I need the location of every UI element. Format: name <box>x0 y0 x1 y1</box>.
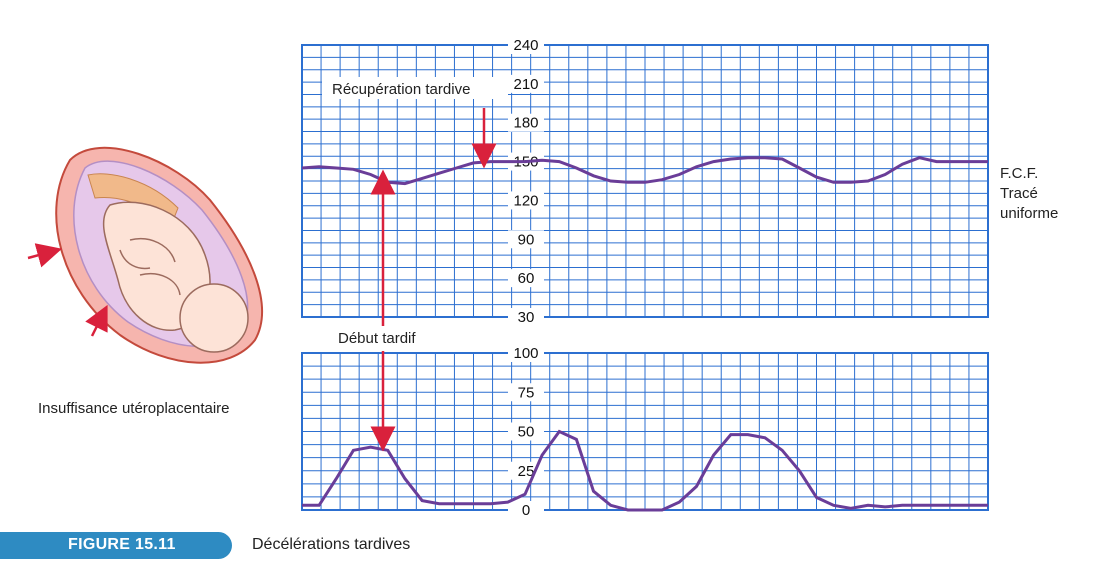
pressure-arrow-left <box>27 243 63 268</box>
fhr-tick-label: 180 <box>513 115 538 132</box>
fhr-tick-label: 60 <box>518 270 535 287</box>
contraction-tick-label: 25 <box>518 463 535 480</box>
contraction-trace <box>302 429 988 512</box>
contraction-tick-bg <box>508 422 544 441</box>
pressure-arrow-bottom <box>85 304 108 337</box>
fetus-uterus-illustration <box>27 146 264 364</box>
fhr-tick-bg <box>508 230 544 249</box>
fhr-trace <box>301 156 988 186</box>
contraction-tick-label: 0 <box>522 502 530 519</box>
fhr-tick-bg <box>508 308 544 326</box>
figure-number: FIGURE 15.11 <box>68 536 176 553</box>
fetus-body <box>102 201 211 331</box>
recovery-label: Récupération tardive <box>332 81 470 98</box>
contraction-tick-label: 100 <box>513 345 538 362</box>
fhr-tick-label: 240 <box>513 37 538 54</box>
fhr-tick-label: 210 <box>513 76 538 93</box>
onset-label-bg <box>328 327 448 349</box>
figure-title: Décélérations tardives <box>252 536 411 553</box>
fhr-label-line2: Tracé <box>1000 185 1038 202</box>
fhr-label-line1: F.C.F. <box>1000 165 1038 182</box>
contraction-tick-bg <box>508 383 544 402</box>
caption-badge <box>0 532 232 559</box>
fhr-tick-bg <box>508 269 544 288</box>
contraction-grid <box>301 352 989 511</box>
fhr-tick-label: 30 <box>518 309 535 326</box>
contraction-tick-label: 50 <box>518 424 535 441</box>
recovery-label-bg <box>322 77 508 99</box>
illustration-label: Insuffisance utéroplacentaire <box>38 400 230 417</box>
contraction-tick-bg <box>508 461 544 480</box>
fhr-tick-bg <box>508 113 544 132</box>
contraction-tick-label: 75 <box>518 384 535 401</box>
fetus-head <box>179 283 249 353</box>
contraction-tick-bg <box>508 344 544 362</box>
onset-label: Début tardif <box>338 330 416 347</box>
contraction-y-tick-labels: 100 75 50 25 0 <box>508 344 544 519</box>
fhr-tick-label: 120 <box>513 192 538 209</box>
fhr-tick-bg <box>508 191 544 210</box>
fhr-tick-label: 90 <box>518 231 535 248</box>
fetus-limbs <box>119 238 181 296</box>
contraction-tick-bg <box>508 501 544 519</box>
fhr-tick-bg <box>508 74 544 93</box>
fhr-label-line3: uniforme <box>1000 205 1058 222</box>
fhr-tick-bg <box>508 36 544 54</box>
